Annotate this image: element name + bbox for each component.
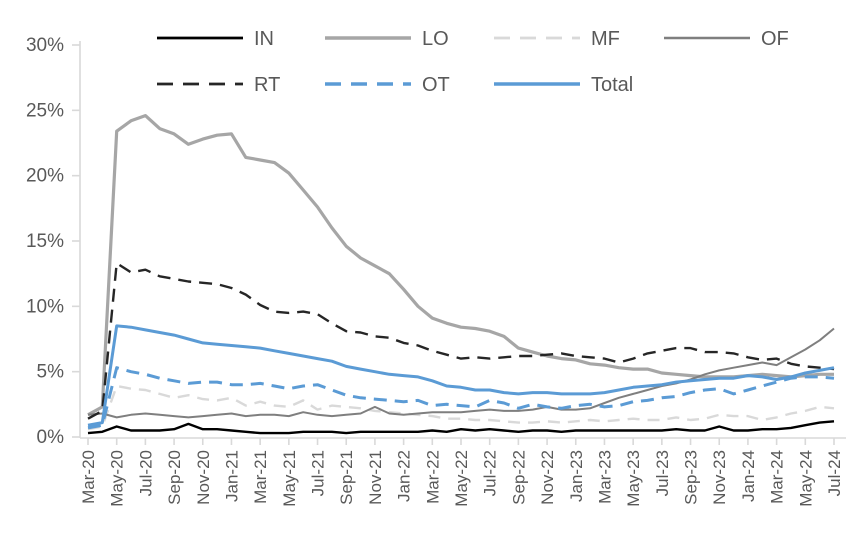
x-axis-label: May-20 [108,450,127,507]
series-line-RT [87,262,835,420]
series-line-OT [87,366,835,430]
series-line-Total [87,324,835,427]
x-axis-label: May-23 [624,450,643,507]
x-axis-label: Nov-20 [194,450,213,505]
x-axis-label: Mar-23 [595,450,614,504]
legend-label-IN: IN [254,28,274,50]
x-axis-label: Mar-24 [768,450,787,504]
series-line-OF [87,327,835,419]
y-axis-label: 25% [26,100,64,121]
x-axis-label: Jul-22 [481,450,500,496]
x-axis-label: Mar-21 [251,450,270,504]
y-axis-label: 5% [37,362,65,383]
x-axis-label: Sep-21 [337,450,356,505]
x-axis-label: Jul-21 [309,450,328,496]
x-axis-label: Nov-23 [710,450,729,505]
series-line-IN [87,420,835,435]
x-axis-label: May-21 [280,450,299,507]
x-axis-label: Sep-20 [165,450,184,505]
legend-label-Total: Total [591,74,633,96]
x-axis-label: Jan-22 [395,450,414,502]
x-axis-label: Jan-23 [567,450,586,502]
x-axis-label: Mar-20 [79,450,98,504]
series-line-MF [87,384,835,431]
legend-label-MF: MF [591,28,620,50]
x-axis-label: May-22 [452,450,471,507]
x-axis-label: Jul-20 [136,450,155,496]
x-axis-label: May-24 [796,450,815,507]
x-axis-label: Nov-21 [366,450,385,505]
x-axis-label: Jul-24 [825,450,844,496]
x-axis-label: Sep-23 [682,450,701,505]
x-axis-label: Jul-23 [653,450,672,496]
y-axis-label: 15% [26,231,64,252]
y-axis-label: 0% [37,427,65,448]
legend-label-LO: LO [422,28,449,50]
series-line-LO [87,113,834,417]
legend-label-OF: OF [761,28,789,50]
x-axis-label: Sep-22 [509,450,528,505]
legend-label-OT: OT [422,74,450,96]
legend-label-RT: RT [254,74,280,96]
x-axis-label: Jan-21 [222,450,241,502]
y-axis-label: 10% [26,296,64,317]
x-axis-label: Nov-22 [538,450,557,505]
x-axis-label: Mar-22 [423,450,442,504]
x-axis-label: Jan-24 [739,450,758,502]
y-axis-label: 20% [26,166,64,187]
y-axis-label: 30% [26,35,64,56]
